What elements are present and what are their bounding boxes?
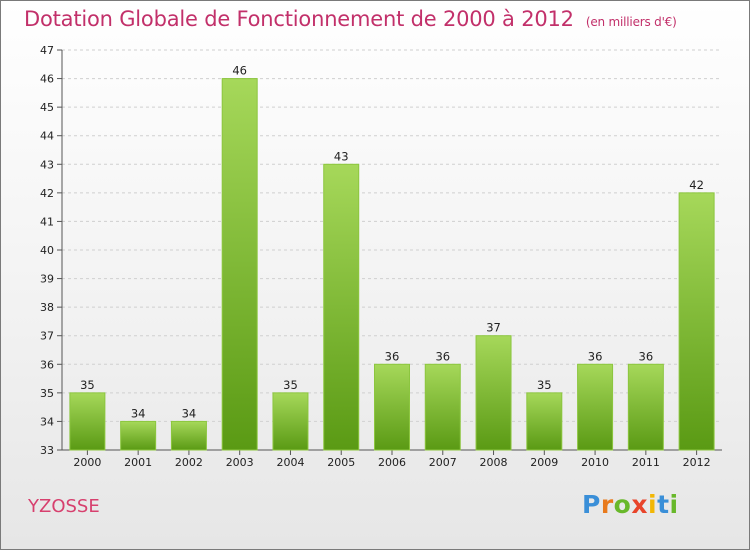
proxiti-logo[interactable]: Proxiti <box>582 490 679 519</box>
data-label-2002: 34 <box>182 406 197 420</box>
y-tick-label: 38 <box>40 301 54 314</box>
bar-2011 <box>627 363 664 451</box>
y-tick-label: 43 <box>40 158 54 171</box>
logo-letter: i <box>648 490 658 519</box>
x-tick-label: 2011 <box>632 456 660 469</box>
bar-2003 <box>221 78 258 451</box>
bar-layer <box>69 78 715 451</box>
x-tick-label: 2001 <box>124 456 152 469</box>
logo-letter: r <box>600 490 614 519</box>
y-tick-label: 37 <box>40 330 54 343</box>
y-tick-label: 35 <box>40 387 54 400</box>
data-label-2008: 37 <box>486 321 501 335</box>
data-label-2001: 34 <box>131 406 146 420</box>
y-tick-label: 33 <box>40 444 54 457</box>
data-label-2005: 43 <box>334 149 349 163</box>
data-label-2000: 35 <box>80 378 95 392</box>
bar-2005 <box>323 163 360 451</box>
bar-2012 <box>678 192 715 451</box>
x-tick-label: 2009 <box>530 456 558 469</box>
x-tick-label: 2007 <box>429 456 457 469</box>
y-tick-label: 36 <box>40 358 54 371</box>
data-label-2006: 36 <box>385 349 400 363</box>
logo-letter: i <box>669 490 679 519</box>
data-label-2010: 36 <box>588 349 603 363</box>
y-tick-label: 34 <box>40 415 54 428</box>
x-tick-label: 2010 <box>581 456 609 469</box>
data-label-2011: 36 <box>639 349 654 363</box>
x-tick-label: 2004 <box>276 456 304 469</box>
x-tick-label: 2006 <box>378 456 406 469</box>
x-tick-label: 2008 <box>480 456 508 469</box>
logo-letter: o <box>613 490 632 519</box>
bar-2007 <box>424 363 461 451</box>
x-tick-label: 2000 <box>73 456 101 469</box>
logo-letter: P <box>582 490 601 519</box>
bar-2010 <box>577 363 614 451</box>
bar-2001 <box>120 420 157 451</box>
y-tick-label: 40 <box>40 244 54 257</box>
city-name: YZOSSE <box>28 496 100 517</box>
data-label-2009: 35 <box>537 378 552 392</box>
bar-2009 <box>526 392 563 451</box>
y-tick-label: 44 <box>40 130 54 143</box>
bar-2008 <box>475 335 512 451</box>
y-tick-label: 41 <box>40 215 54 228</box>
x-tick-label: 2012 <box>683 456 711 469</box>
data-label-2003: 46 <box>232 64 247 78</box>
logo-letter: t <box>657 490 670 519</box>
bar-2000 <box>69 392 106 451</box>
y-tick-label: 45 <box>40 101 54 114</box>
data-label-2004: 35 <box>283 378 298 392</box>
bar-2004 <box>272 392 309 451</box>
chart-title: Dotation Globale de Fonctionnement de 20… <box>24 7 677 31</box>
y-tick-label: 47 <box>40 44 54 57</box>
x-tick-label: 2003 <box>226 456 254 469</box>
chart-title-text: Dotation Globale de Fonctionnement de 20… <box>24 7 574 31</box>
y-tick-label: 39 <box>40 273 54 286</box>
x-tick-label: 2002 <box>175 456 203 469</box>
x-tick-label: 2005 <box>327 456 355 469</box>
bar-2006 <box>374 363 410 451</box>
chart-subtitle: (en milliers d'€) <box>585 15 677 29</box>
logo-letter: x <box>631 490 648 519</box>
y-tick-label: 42 <box>40 187 54 200</box>
y-tick-label: 46 <box>40 73 54 86</box>
bar-2002 <box>170 420 207 451</box>
data-label-2007: 36 <box>435 349 450 363</box>
data-label-2012: 42 <box>689 178 704 192</box>
label-layer: 2000 35 2001 34 2002 34 2003 46 2004 35 2005 43 2006… <box>73 64 710 469</box>
